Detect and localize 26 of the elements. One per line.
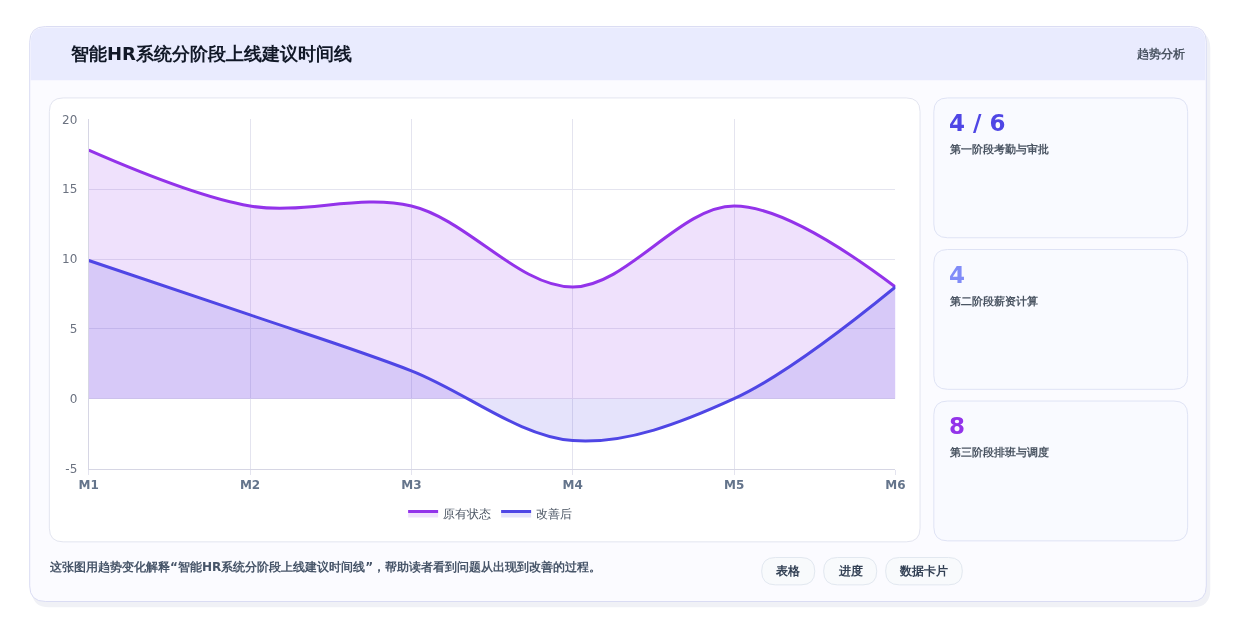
x-tick-label: M4	[562, 477, 583, 492]
y-tick-label: -5	[65, 461, 78, 476]
text: 8	[949, 413, 966, 439]
text: 4 / 6	[949, 110, 1006, 136]
chart-title: 智能HR系统分阶段上线建议时间线	[70, 43, 352, 65]
y-tick-label: 5	[69, 322, 78, 337]
text: 第三阶段排班与调度	[949, 446, 1049, 459]
y-tick-label: 10	[62, 252, 78, 267]
legend-label: 改善后	[536, 507, 573, 522]
legend-label: 原有状态	[443, 507, 492, 522]
text: 趋势分析	[1136, 47, 1185, 61]
y-tick-label: 0	[69, 391, 78, 406]
text: 这张图用趋势变化解释“智能HR系统分阶段上线建议时间线”，帮助读者看到问题从出现到改善的过程。	[49, 560, 602, 574]
text: 表格	[775, 564, 801, 578]
x-tick-label: M1	[78, 477, 99, 492]
text: 数据卡片	[899, 564, 948, 578]
text: 第二阶段薪资计算	[949, 295, 1038, 308]
y-tick-label: 20	[62, 112, 78, 127]
text: 4	[949, 262, 966, 288]
x-tick-label: M3	[401, 477, 422, 492]
x-tick-label: M6	[885, 477, 906, 492]
text: 第一阶段考勤与审批	[949, 143, 1049, 156]
text: 进度	[838, 564, 863, 578]
x-tick-label: M2	[239, 477, 261, 492]
x-tick-label: M5	[723, 477, 745, 492]
y-tick-label: 15	[62, 182, 78, 197]
